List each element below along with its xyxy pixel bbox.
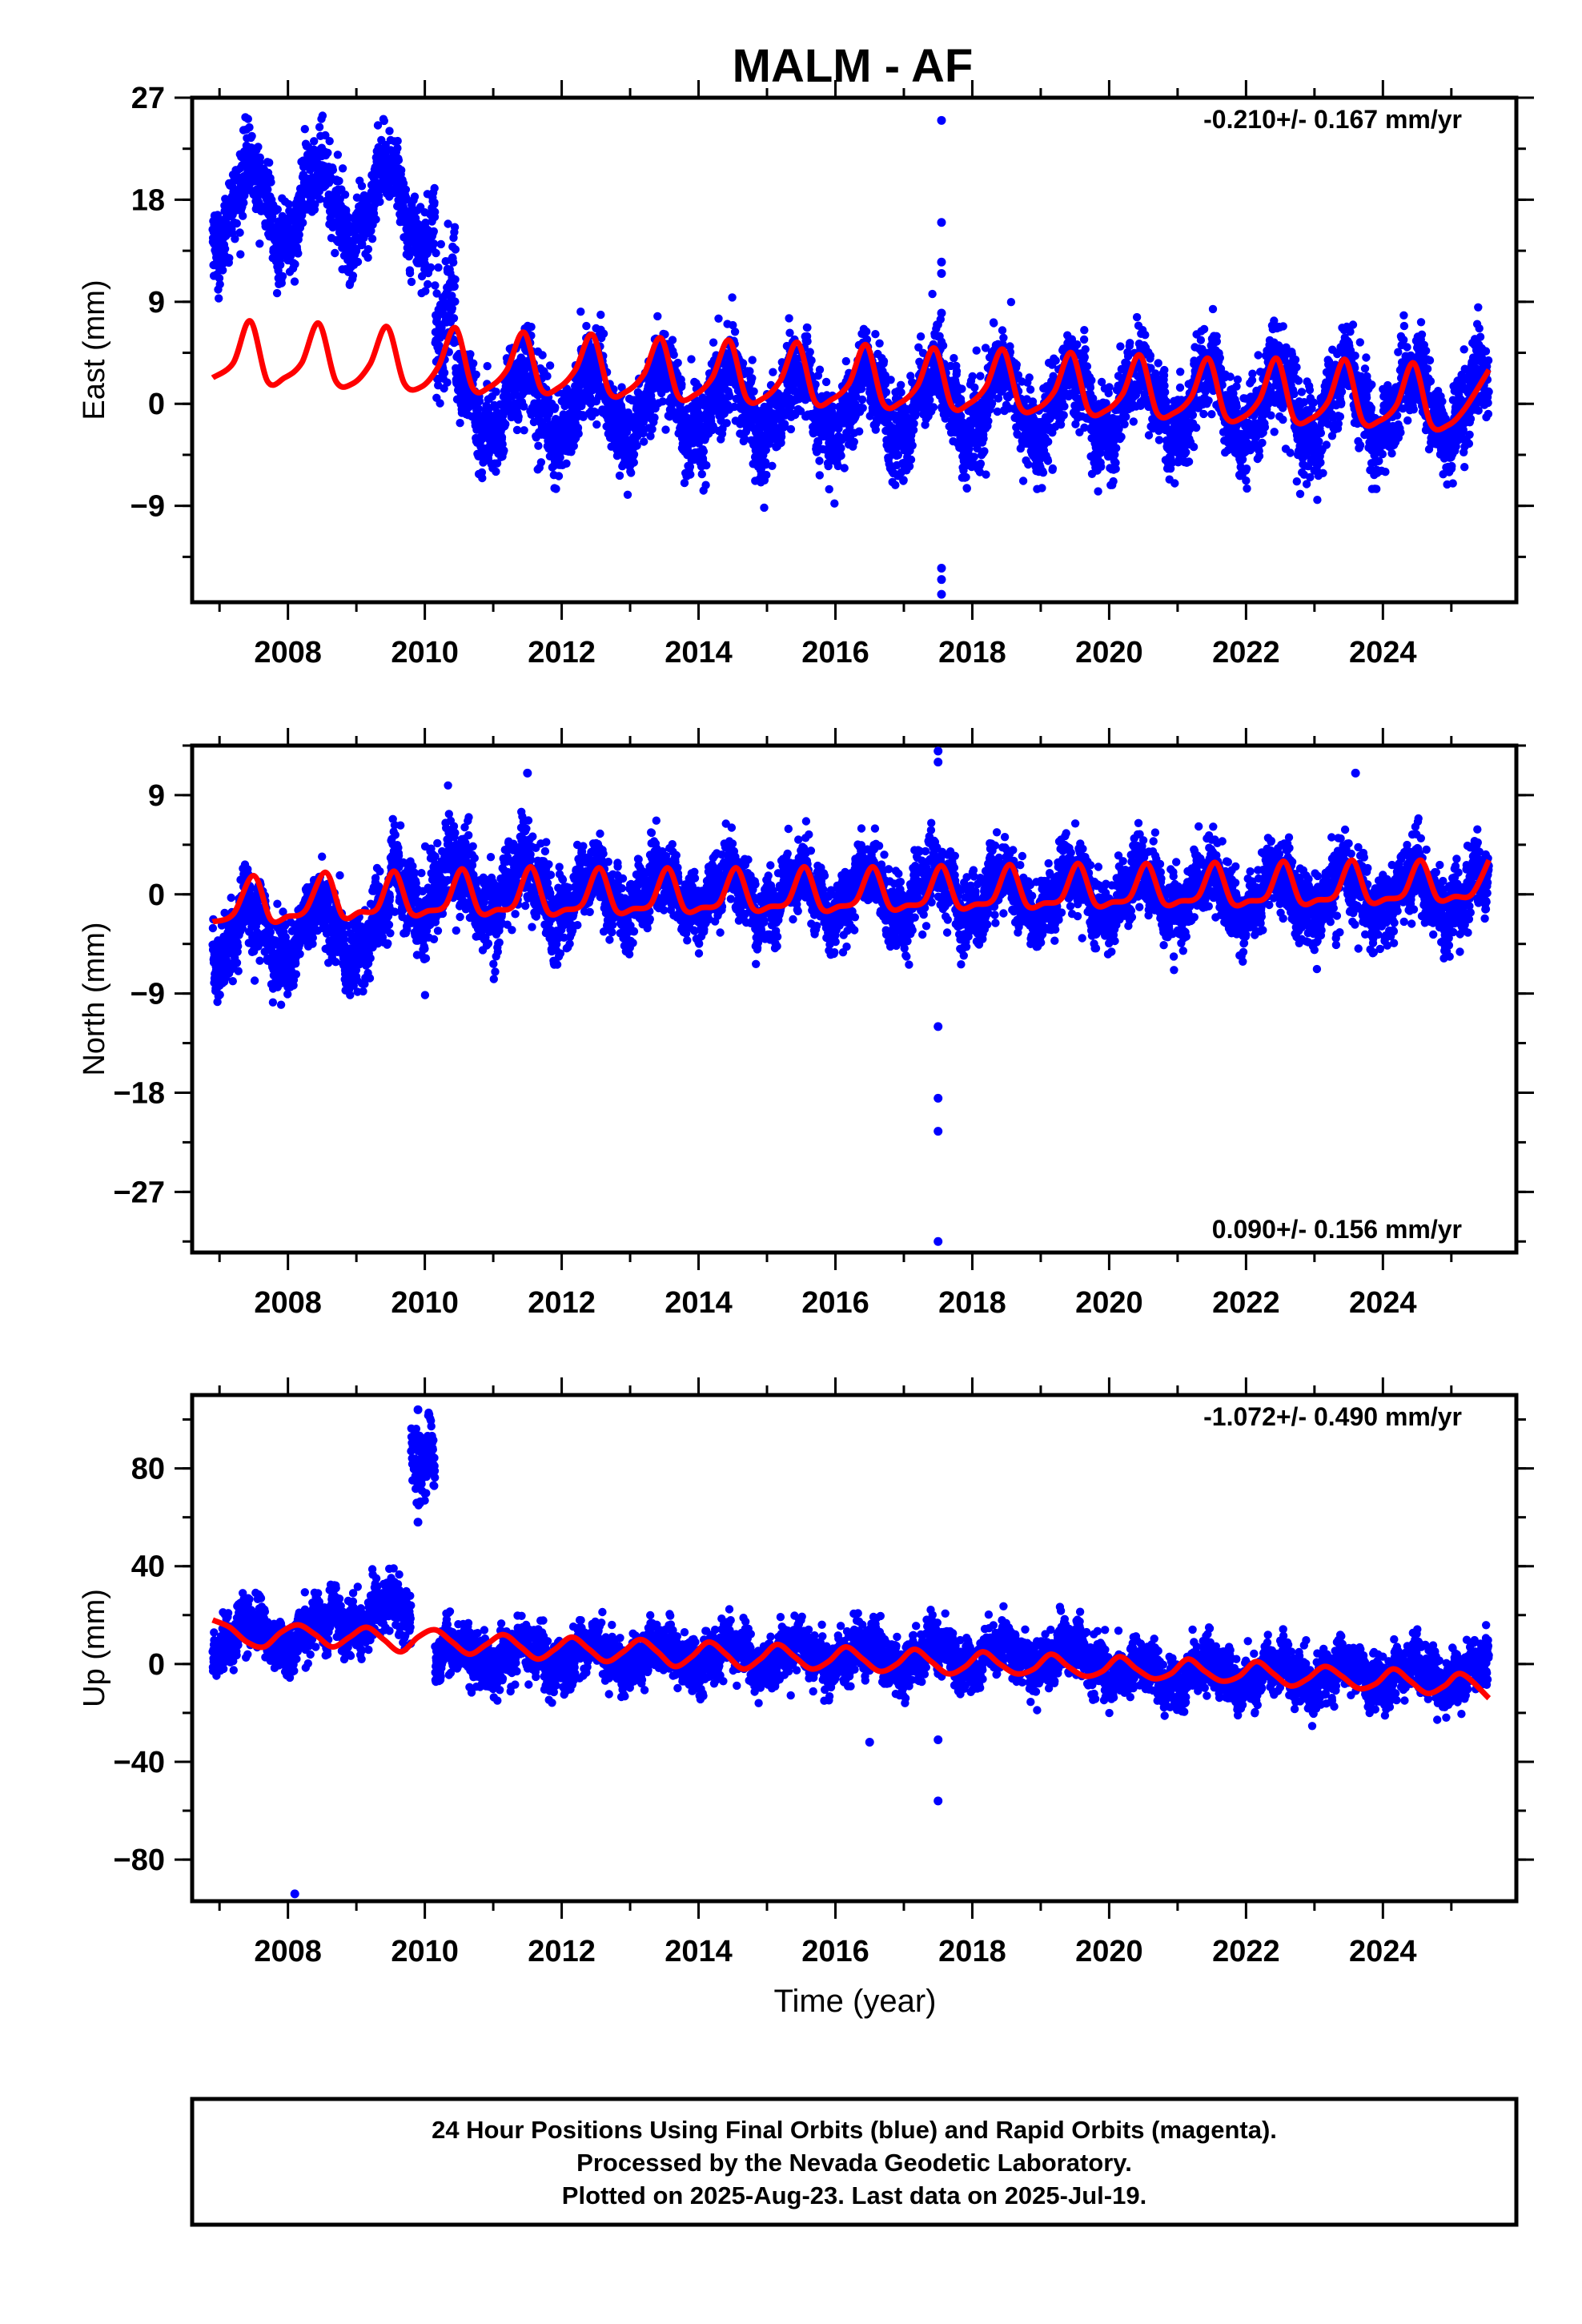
- points-up: [208, 1405, 1493, 1899]
- outlier-point: [937, 589, 946, 599]
- outlier-point: [413, 1518, 423, 1527]
- outlier-point: [934, 1796, 943, 1806]
- outlier-point: [937, 257, 946, 267]
- outlier-point: [934, 746, 943, 756]
- outlier-point: [937, 308, 946, 318]
- y-axis-label-east: East (mm): [78, 279, 111, 420]
- x-tick-label: 2008: [254, 1935, 322, 1968]
- footer-line-3: Plotted on 2025-Aug-23. Last data on 202…: [562, 2181, 1146, 2209]
- x-tick-label: 2022: [1212, 636, 1280, 669]
- y-tick-label: 9: [148, 286, 165, 320]
- x-tick-label: 2018: [938, 636, 1006, 669]
- outlier-point: [934, 1093, 943, 1103]
- final-orbit-points: [208, 1408, 1493, 1731]
- outlier-point: [1351, 768, 1360, 778]
- panel-up: 2008 2010 2012 2014 2016 2018 2020 2022 2024 80 40…: [78, 1377, 1534, 1968]
- x-axis-label: Time (year): [774, 1984, 937, 2019]
- panel-east: 2008 2010 2012 2014 2016 2018 2020 2022 2024 27 18…: [78, 80, 1534, 669]
- x-tick-label: 2024: [1349, 1935, 1417, 1968]
- y-tick-label: −40: [114, 1746, 165, 1779]
- x-tick-label: 2016: [801, 636, 869, 669]
- x-tick-label: 2012: [528, 1286, 596, 1320]
- final-orbit-points: [208, 111, 1493, 513]
- x-tick-label: 2018: [938, 1286, 1006, 1320]
- outlier-point: [413, 1405, 423, 1414]
- outlier-point: [934, 1735, 943, 1744]
- y-axis-label-up: Up (mm): [78, 1589, 111, 1707]
- x-tick-label: 2014: [665, 1935, 733, 1968]
- x-tick-label: 2008: [254, 636, 322, 669]
- outlier-point: [934, 1127, 943, 1136]
- outlier-point: [934, 1236, 943, 1246]
- outlier-point: [937, 218, 946, 227]
- outlier-point: [523, 768, 532, 778]
- x-tick-label: 2012: [528, 636, 596, 669]
- outlier-point: [937, 115, 946, 125]
- footer-box: 24 Hour Positions Using Final Orbits (bl…: [190, 2097, 1519, 2227]
- outlier-point: [937, 575, 946, 585]
- x-tick-label: 2024: [1349, 1286, 1417, 1320]
- chart-title: MALM - AF: [733, 40, 974, 92]
- footer-border: [190, 2097, 1519, 2227]
- y-tick-label: 0: [148, 388, 165, 421]
- final-orbit-points: [208, 781, 1493, 1009]
- rate-label-north: 0.090+/- 0.156 mm/yr: [1212, 1215, 1462, 1244]
- points-north: [208, 746, 1493, 1246]
- rate-label-up: -1.072+/- 0.490 mm/yr: [1203, 1402, 1462, 1431]
- y-tick-label: 0: [148, 1648, 165, 1682]
- x-tick-label: 2022: [1212, 1935, 1280, 1968]
- outlier-point: [934, 1022, 943, 1031]
- x-tick-label: 2024: [1349, 636, 1417, 669]
- y-tick-label: −9: [130, 978, 165, 1011]
- y-tick-label: 40: [131, 1550, 165, 1584]
- y-tick-label: 0: [148, 879, 165, 912]
- y-tick-label: −9: [130, 490, 165, 524]
- model-fit-line-up: [211, 1617, 1492, 1701]
- x-tick-label: 2018: [938, 1935, 1006, 1968]
- y-tick-label: 18: [131, 183, 165, 217]
- y-tick-label: −80: [114, 1844, 165, 1877]
- outlier-point: [937, 564, 946, 573]
- x-tick-label: 2010: [391, 636, 459, 669]
- panels: 2008 2010 2012 2014 2016 2018 2020 2022 2024 27 18…: [78, 80, 1534, 1968]
- panel-north: 2008 2010 2012 2014 2016 2018 2020 2022 2024 9 0 −9…: [78, 728, 1534, 1320]
- x-tick-label: 2008: [254, 1286, 322, 1320]
- rate-label-east: -0.210+/- 0.167 mm/yr: [1203, 105, 1462, 134]
- footer-line-2: Processed by the Nevada Geodetic Laborat…: [576, 2149, 1132, 2177]
- y-tick-label: 27: [131, 82, 165, 115]
- plot-frame-east: [190, 95, 1519, 605]
- x-tick-label: 2022: [1212, 1286, 1280, 1320]
- plot-frame-up: [190, 1393, 1519, 1904]
- x-tick-label: 2020: [1075, 1935, 1143, 1968]
- model-fit-line-north: [211, 857, 1492, 926]
- x-tick-label: 2016: [801, 1935, 869, 1968]
- model-fit-line-east: [211, 318, 1492, 433]
- y-tick-label: 80: [131, 1453, 165, 1486]
- plot-frame-north: [190, 743, 1519, 1255]
- points-east: [208, 111, 1493, 599]
- outlier-point: [865, 1738, 874, 1747]
- x-tick-label: 2010: [391, 1935, 459, 1968]
- x-tick-label: 2014: [665, 636, 733, 669]
- x-tick-label: 2016: [801, 1286, 869, 1320]
- y-tick-label: 9: [148, 779, 165, 813]
- outlier-point: [937, 268, 946, 278]
- x-tick-label: 2020: [1075, 636, 1143, 669]
- x-tick-label: 2010: [391, 1286, 459, 1320]
- outlier-point: [934, 758, 943, 767]
- y-tick-label: −18: [114, 1076, 165, 1110]
- outlier-point: [290, 1889, 299, 1899]
- y-tick-label: −27: [114, 1176, 165, 1209]
- x-tick-label: 2012: [528, 1935, 596, 1968]
- x-tick-label: 2020: [1075, 1286, 1143, 1320]
- x-tick-label: 2014: [665, 1286, 733, 1320]
- y-axis-label-north: North (mm): [78, 922, 111, 1076]
- footer-line-1: 24 Hour Positions Using Final Orbits (bl…: [432, 2116, 1277, 2144]
